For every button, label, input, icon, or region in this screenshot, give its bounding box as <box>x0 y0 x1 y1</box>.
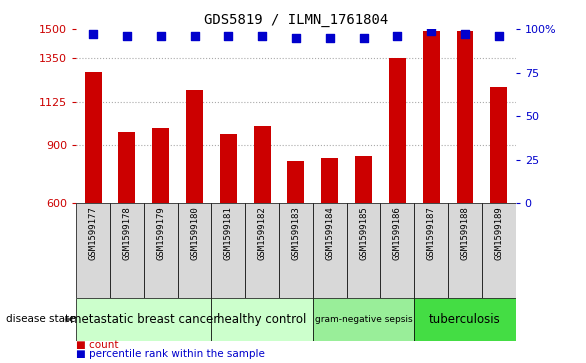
Bar <box>321 158 338 203</box>
Text: GSM1599189: GSM1599189 <box>494 206 503 260</box>
FancyBboxPatch shape <box>380 203 414 298</box>
Text: tuberculosis: tuberculosis <box>429 313 501 326</box>
Text: disease state: disease state <box>6 314 76 325</box>
Bar <box>186 90 203 203</box>
Bar <box>423 31 440 203</box>
Bar <box>456 31 473 203</box>
FancyBboxPatch shape <box>76 203 110 298</box>
FancyBboxPatch shape <box>76 298 212 341</box>
Text: GSM1599187: GSM1599187 <box>427 206 435 260</box>
Point <box>325 35 335 41</box>
FancyBboxPatch shape <box>110 203 144 298</box>
Text: GSM1599188: GSM1599188 <box>461 206 469 260</box>
Point <box>291 35 301 41</box>
Text: GSM1599180: GSM1599180 <box>190 206 199 260</box>
FancyBboxPatch shape <box>414 298 516 341</box>
FancyBboxPatch shape <box>212 298 313 341</box>
Text: GSM1599178: GSM1599178 <box>122 206 131 260</box>
FancyBboxPatch shape <box>178 203 212 298</box>
Text: GSM1599186: GSM1599186 <box>393 206 402 260</box>
FancyBboxPatch shape <box>482 203 516 298</box>
Text: ■ percentile rank within the sample: ■ percentile rank within the sample <box>76 349 265 359</box>
Text: ■ count: ■ count <box>76 340 119 350</box>
Point <box>88 31 98 37</box>
FancyBboxPatch shape <box>144 203 178 298</box>
FancyBboxPatch shape <box>313 203 347 298</box>
Bar <box>254 126 271 203</box>
Text: gram-negative sepsis: gram-negative sepsis <box>315 315 413 324</box>
Text: GSM1599182: GSM1599182 <box>258 206 267 260</box>
Title: GDS5819 / ILMN_1761804: GDS5819 / ILMN_1761804 <box>204 13 388 26</box>
FancyBboxPatch shape <box>448 203 482 298</box>
Point <box>257 33 267 39</box>
Text: GSM1599183: GSM1599183 <box>291 206 301 260</box>
FancyBboxPatch shape <box>245 203 279 298</box>
Text: healthy control: healthy control <box>217 313 307 326</box>
Bar <box>84 72 101 203</box>
Bar <box>288 161 304 203</box>
Bar <box>220 134 237 203</box>
Bar <box>152 128 169 203</box>
Text: GSM1599181: GSM1599181 <box>224 206 233 260</box>
Text: metastatic breast cancer: metastatic breast cancer <box>70 313 218 326</box>
Point <box>494 33 503 39</box>
FancyBboxPatch shape <box>212 203 245 298</box>
Bar <box>355 156 372 203</box>
Point <box>122 33 132 39</box>
FancyBboxPatch shape <box>347 203 380 298</box>
Point <box>224 33 233 39</box>
Point <box>427 28 436 34</box>
Point <box>393 33 402 39</box>
Text: GSM1599177: GSM1599177 <box>88 206 98 260</box>
Point <box>460 31 469 37</box>
Text: GSM1599179: GSM1599179 <box>156 206 165 260</box>
Bar <box>389 58 406 203</box>
Bar <box>118 132 135 203</box>
FancyBboxPatch shape <box>279 203 313 298</box>
Point <box>156 33 165 39</box>
Point <box>190 33 199 39</box>
Point <box>359 35 368 41</box>
FancyBboxPatch shape <box>414 203 448 298</box>
FancyBboxPatch shape <box>313 298 414 341</box>
Text: GSM1599185: GSM1599185 <box>359 206 368 260</box>
Bar <box>490 87 507 203</box>
Text: GSM1599184: GSM1599184 <box>325 206 334 260</box>
